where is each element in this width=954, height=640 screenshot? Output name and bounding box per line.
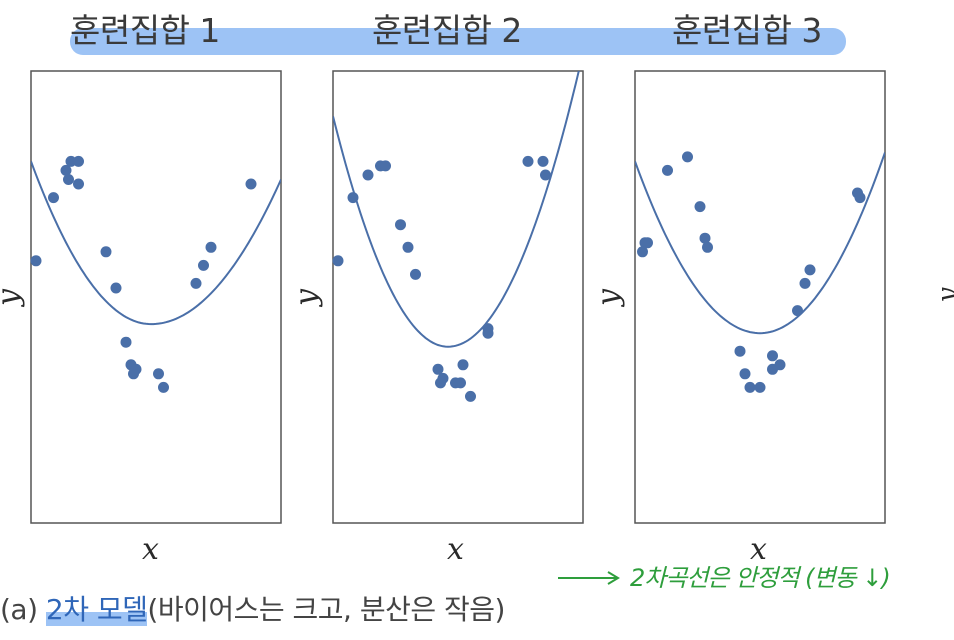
- data-point: [410, 268, 421, 280]
- data-point: [198, 259, 209, 271]
- data-point: [153, 368, 164, 380]
- data-point: [347, 192, 359, 204]
- plot-training-set-2: [332, 70, 584, 524]
- x-axis-label-3: x: [750, 532, 767, 567]
- data-point: [395, 219, 406, 231]
- data-point: [522, 155, 534, 167]
- data-point: [48, 192, 59, 204]
- data-point: [699, 232, 711, 244]
- data-point: [482, 327, 494, 339]
- y-axis-label-2: y: [288, 289, 324, 306]
- panel-title-2: 훈련집합 2: [372, 11, 522, 50]
- quadratic-fit-curve: [31, 161, 281, 326]
- plot-training-set-3: [634, 70, 886, 524]
- data-point: [63, 174, 74, 185]
- data-point: [662, 164, 673, 176]
- data-point: [767, 350, 778, 362]
- data-point: [437, 372, 449, 384]
- data-point: [465, 390, 476, 402]
- data-point: [73, 178, 84, 190]
- x-axis-label-1: x: [142, 532, 159, 567]
- quadratic-fit-curve: [635, 152, 885, 335]
- panel-title-3: 훈련집합 3: [672, 11, 822, 50]
- data-point: [432, 363, 444, 375]
- data-point: [682, 151, 693, 163]
- data-point: [332, 255, 344, 267]
- data-point: [457, 359, 469, 371]
- data-point: [739, 368, 751, 380]
- handwritten-note: 2차곡선은 안정적 (변동 ↓): [630, 564, 891, 592]
- data-point: [854, 192, 866, 204]
- caption-highlight: 2차 모델: [45, 593, 148, 626]
- data-point: [120, 336, 132, 348]
- plot-training-set-1: [30, 70, 282, 524]
- data-point: [744, 381, 756, 393]
- plot-frame: [634, 70, 886, 524]
- data-point: [362, 169, 374, 181]
- data-point: [110, 282, 122, 294]
- data-point: [734, 345, 746, 357]
- data-point: [30, 255, 42, 267]
- panel-title-1: 훈련집합 1: [70, 11, 220, 50]
- quadratic-fit-curve: [333, 71, 580, 348]
- title-highlight: [70, 28, 846, 55]
- data-point: [774, 359, 786, 371]
- note-arrow-icon: [558, 571, 620, 585]
- data-point: [245, 178, 257, 190]
- data-point: [637, 246, 648, 258]
- data-point: [402, 241, 414, 253]
- data-point: [158, 381, 169, 393]
- data-point: [455, 377, 466, 389]
- y-axis-label-3: y: [590, 289, 626, 306]
- data-point: [60, 164, 72, 176]
- data-point: [190, 277, 202, 289]
- plot-frame: [30, 70, 282, 524]
- data-point: [702, 241, 713, 253]
- data-point: [100, 246, 112, 258]
- data-point: [799, 277, 811, 289]
- caption-suffix: (바이어스는 크고, 분산은 작음): [147, 593, 505, 626]
- figure-caption: (a) 2차 모델(바이어스는 크고, 분산은 작음): [0, 588, 505, 628]
- data-point: [537, 155, 549, 167]
- data-point: [804, 264, 816, 276]
- y-axis-label-1: y: [0, 289, 26, 306]
- plot-frame: [332, 70, 584, 524]
- data-point: [792, 305, 803, 317]
- data-point: [540, 169, 551, 181]
- data-point: [73, 155, 84, 167]
- x-axis-label-2: x: [447, 532, 464, 567]
- caption-prefix: (a): [0, 593, 46, 626]
- y-axis-label-4-partial: y: [932, 288, 954, 303]
- data-point: [694, 201, 706, 213]
- data-point: [380, 160, 391, 172]
- data-point: [128, 368, 139, 380]
- data-point: [754, 381, 766, 393]
- data-point: [205, 241, 217, 253]
- data-point: [642, 237, 653, 249]
